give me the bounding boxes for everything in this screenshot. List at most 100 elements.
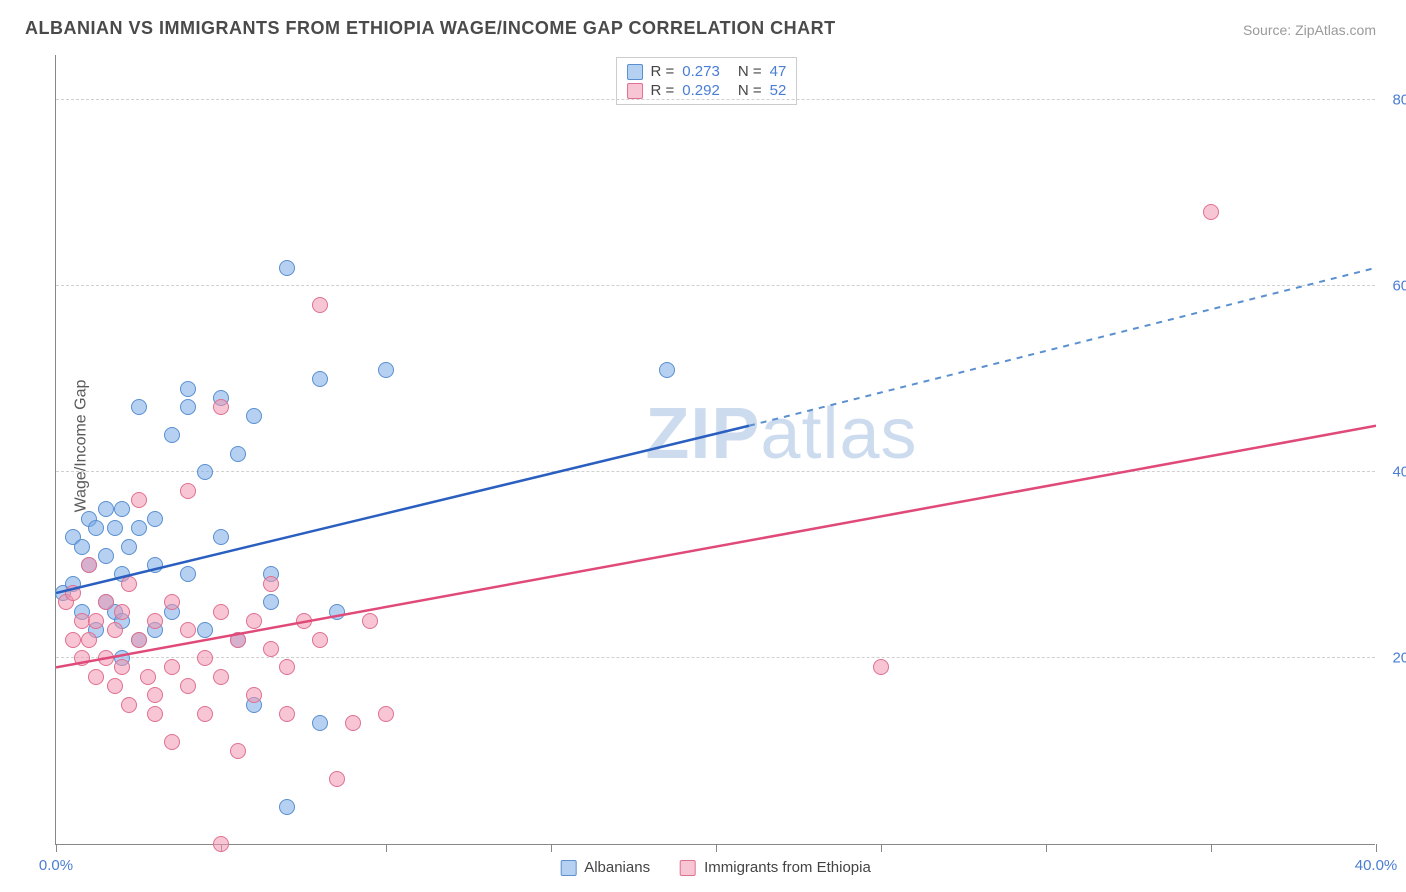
swatch-ethiopia-icon xyxy=(680,860,696,876)
data-point-albanians xyxy=(131,520,147,536)
correlation-legend: R = 0.273 N = 47 R = 0.292 N = 52 xyxy=(616,57,798,105)
data-point-albanians xyxy=(312,371,328,387)
chart-title: ALBANIAN VS IMMIGRANTS FROM ETHIOPIA WAG… xyxy=(25,18,836,39)
x-tick xyxy=(1211,844,1212,852)
chart-plot-area: ZIPatlas R = 0.273 N = 47 R = 0.292 N = … xyxy=(55,55,1375,845)
data-point-ethiopia xyxy=(88,613,104,629)
data-point-ethiopia xyxy=(131,632,147,648)
data-point-ethiopia xyxy=(263,641,279,657)
gridline xyxy=(56,657,1375,658)
data-point-ethiopia xyxy=(345,715,361,731)
data-point-ethiopia xyxy=(197,706,213,722)
data-point-ethiopia xyxy=(263,576,279,592)
data-point-ethiopia xyxy=(121,576,137,592)
y-tick-label: 60.0% xyxy=(1380,278,1406,295)
legend-label-albanians: Albanians xyxy=(584,859,650,876)
data-point-albanians xyxy=(114,501,130,517)
n-value-ethiopia: 52 xyxy=(770,82,787,99)
x-tick-label: 40.0% xyxy=(1355,857,1398,874)
data-point-ethiopia xyxy=(147,706,163,722)
data-point-albanians xyxy=(263,594,279,610)
data-point-ethiopia xyxy=(296,613,312,629)
data-point-ethiopia xyxy=(147,687,163,703)
trend-lines xyxy=(56,54,1376,844)
y-tick-label: 40.0% xyxy=(1380,464,1406,481)
data-point-ethiopia xyxy=(140,669,156,685)
data-point-ethiopia xyxy=(65,585,81,601)
data-point-albanians xyxy=(147,511,163,527)
x-tick xyxy=(386,844,387,852)
data-point-albanians xyxy=(98,548,114,564)
data-point-ethiopia xyxy=(114,604,130,620)
n-label: N = xyxy=(738,63,762,80)
x-tick xyxy=(1046,844,1047,852)
data-point-ethiopia xyxy=(197,650,213,666)
data-point-ethiopia xyxy=(65,632,81,648)
watermark: ZIPatlas xyxy=(645,393,917,475)
data-point-ethiopia xyxy=(107,678,123,694)
data-point-ethiopia xyxy=(246,613,262,629)
data-point-ethiopia xyxy=(246,687,262,703)
series-legend: Albanians Immigrants from Ethiopia xyxy=(560,859,871,876)
data-point-ethiopia xyxy=(213,399,229,415)
data-point-ethiopia xyxy=(107,622,123,638)
data-point-albanians xyxy=(88,520,104,536)
data-point-ethiopia xyxy=(230,632,246,648)
data-point-albanians xyxy=(312,715,328,731)
n-label: N = xyxy=(738,82,762,99)
data-point-ethiopia xyxy=(98,594,114,610)
data-point-ethiopia xyxy=(362,613,378,629)
data-point-albanians xyxy=(180,399,196,415)
data-point-albanians xyxy=(279,260,295,276)
data-point-albanians xyxy=(147,557,163,573)
r-label: R = xyxy=(651,82,675,99)
data-point-ethiopia xyxy=(81,557,97,573)
data-point-ethiopia xyxy=(213,836,229,852)
x-tick xyxy=(716,844,717,852)
r-value-albanians: 0.273 xyxy=(682,63,720,80)
data-point-albanians xyxy=(197,622,213,638)
data-point-ethiopia xyxy=(279,659,295,675)
y-tick-label: 20.0% xyxy=(1380,650,1406,667)
data-point-ethiopia xyxy=(378,706,394,722)
data-point-ethiopia xyxy=(164,734,180,750)
data-point-albanians xyxy=(180,381,196,397)
gridline xyxy=(56,285,1375,286)
data-point-albanians xyxy=(131,399,147,415)
watermark-light: atlas xyxy=(760,394,917,474)
trendline-ethiopia xyxy=(56,426,1376,668)
data-point-albanians xyxy=(121,539,137,555)
data-point-ethiopia xyxy=(1203,204,1219,220)
y-tick-label: 80.0% xyxy=(1380,92,1406,109)
legend-row-albanians: R = 0.273 N = 47 xyxy=(627,62,787,81)
gridline xyxy=(56,99,1375,100)
data-point-albanians xyxy=(246,408,262,424)
data-point-ethiopia xyxy=(213,669,229,685)
x-tick xyxy=(881,844,882,852)
n-value-albanians: 47 xyxy=(770,63,787,80)
x-tick xyxy=(551,844,552,852)
data-point-ethiopia xyxy=(279,706,295,722)
data-point-ethiopia xyxy=(164,659,180,675)
data-point-albanians xyxy=(107,520,123,536)
data-point-ethiopia xyxy=(121,697,137,713)
trendline-dashed-albanians xyxy=(749,268,1376,426)
data-point-ethiopia xyxy=(74,650,90,666)
x-tick-label: 0.0% xyxy=(39,857,73,874)
data-point-albanians xyxy=(378,362,394,378)
data-point-ethiopia xyxy=(329,771,345,787)
data-point-albanians xyxy=(197,464,213,480)
r-label: R = xyxy=(651,63,675,80)
swatch-ethiopia-icon xyxy=(627,83,643,99)
r-value-ethiopia: 0.292 xyxy=(682,82,720,99)
data-point-ethiopia xyxy=(164,594,180,610)
data-point-ethiopia xyxy=(81,632,97,648)
data-point-ethiopia xyxy=(147,613,163,629)
data-point-ethiopia xyxy=(312,297,328,313)
swatch-albanians-icon xyxy=(560,860,576,876)
data-point-albanians xyxy=(98,501,114,517)
data-point-albanians xyxy=(180,566,196,582)
data-point-ethiopia xyxy=(88,669,104,685)
x-tick xyxy=(1376,844,1377,852)
data-point-ethiopia xyxy=(873,659,889,675)
